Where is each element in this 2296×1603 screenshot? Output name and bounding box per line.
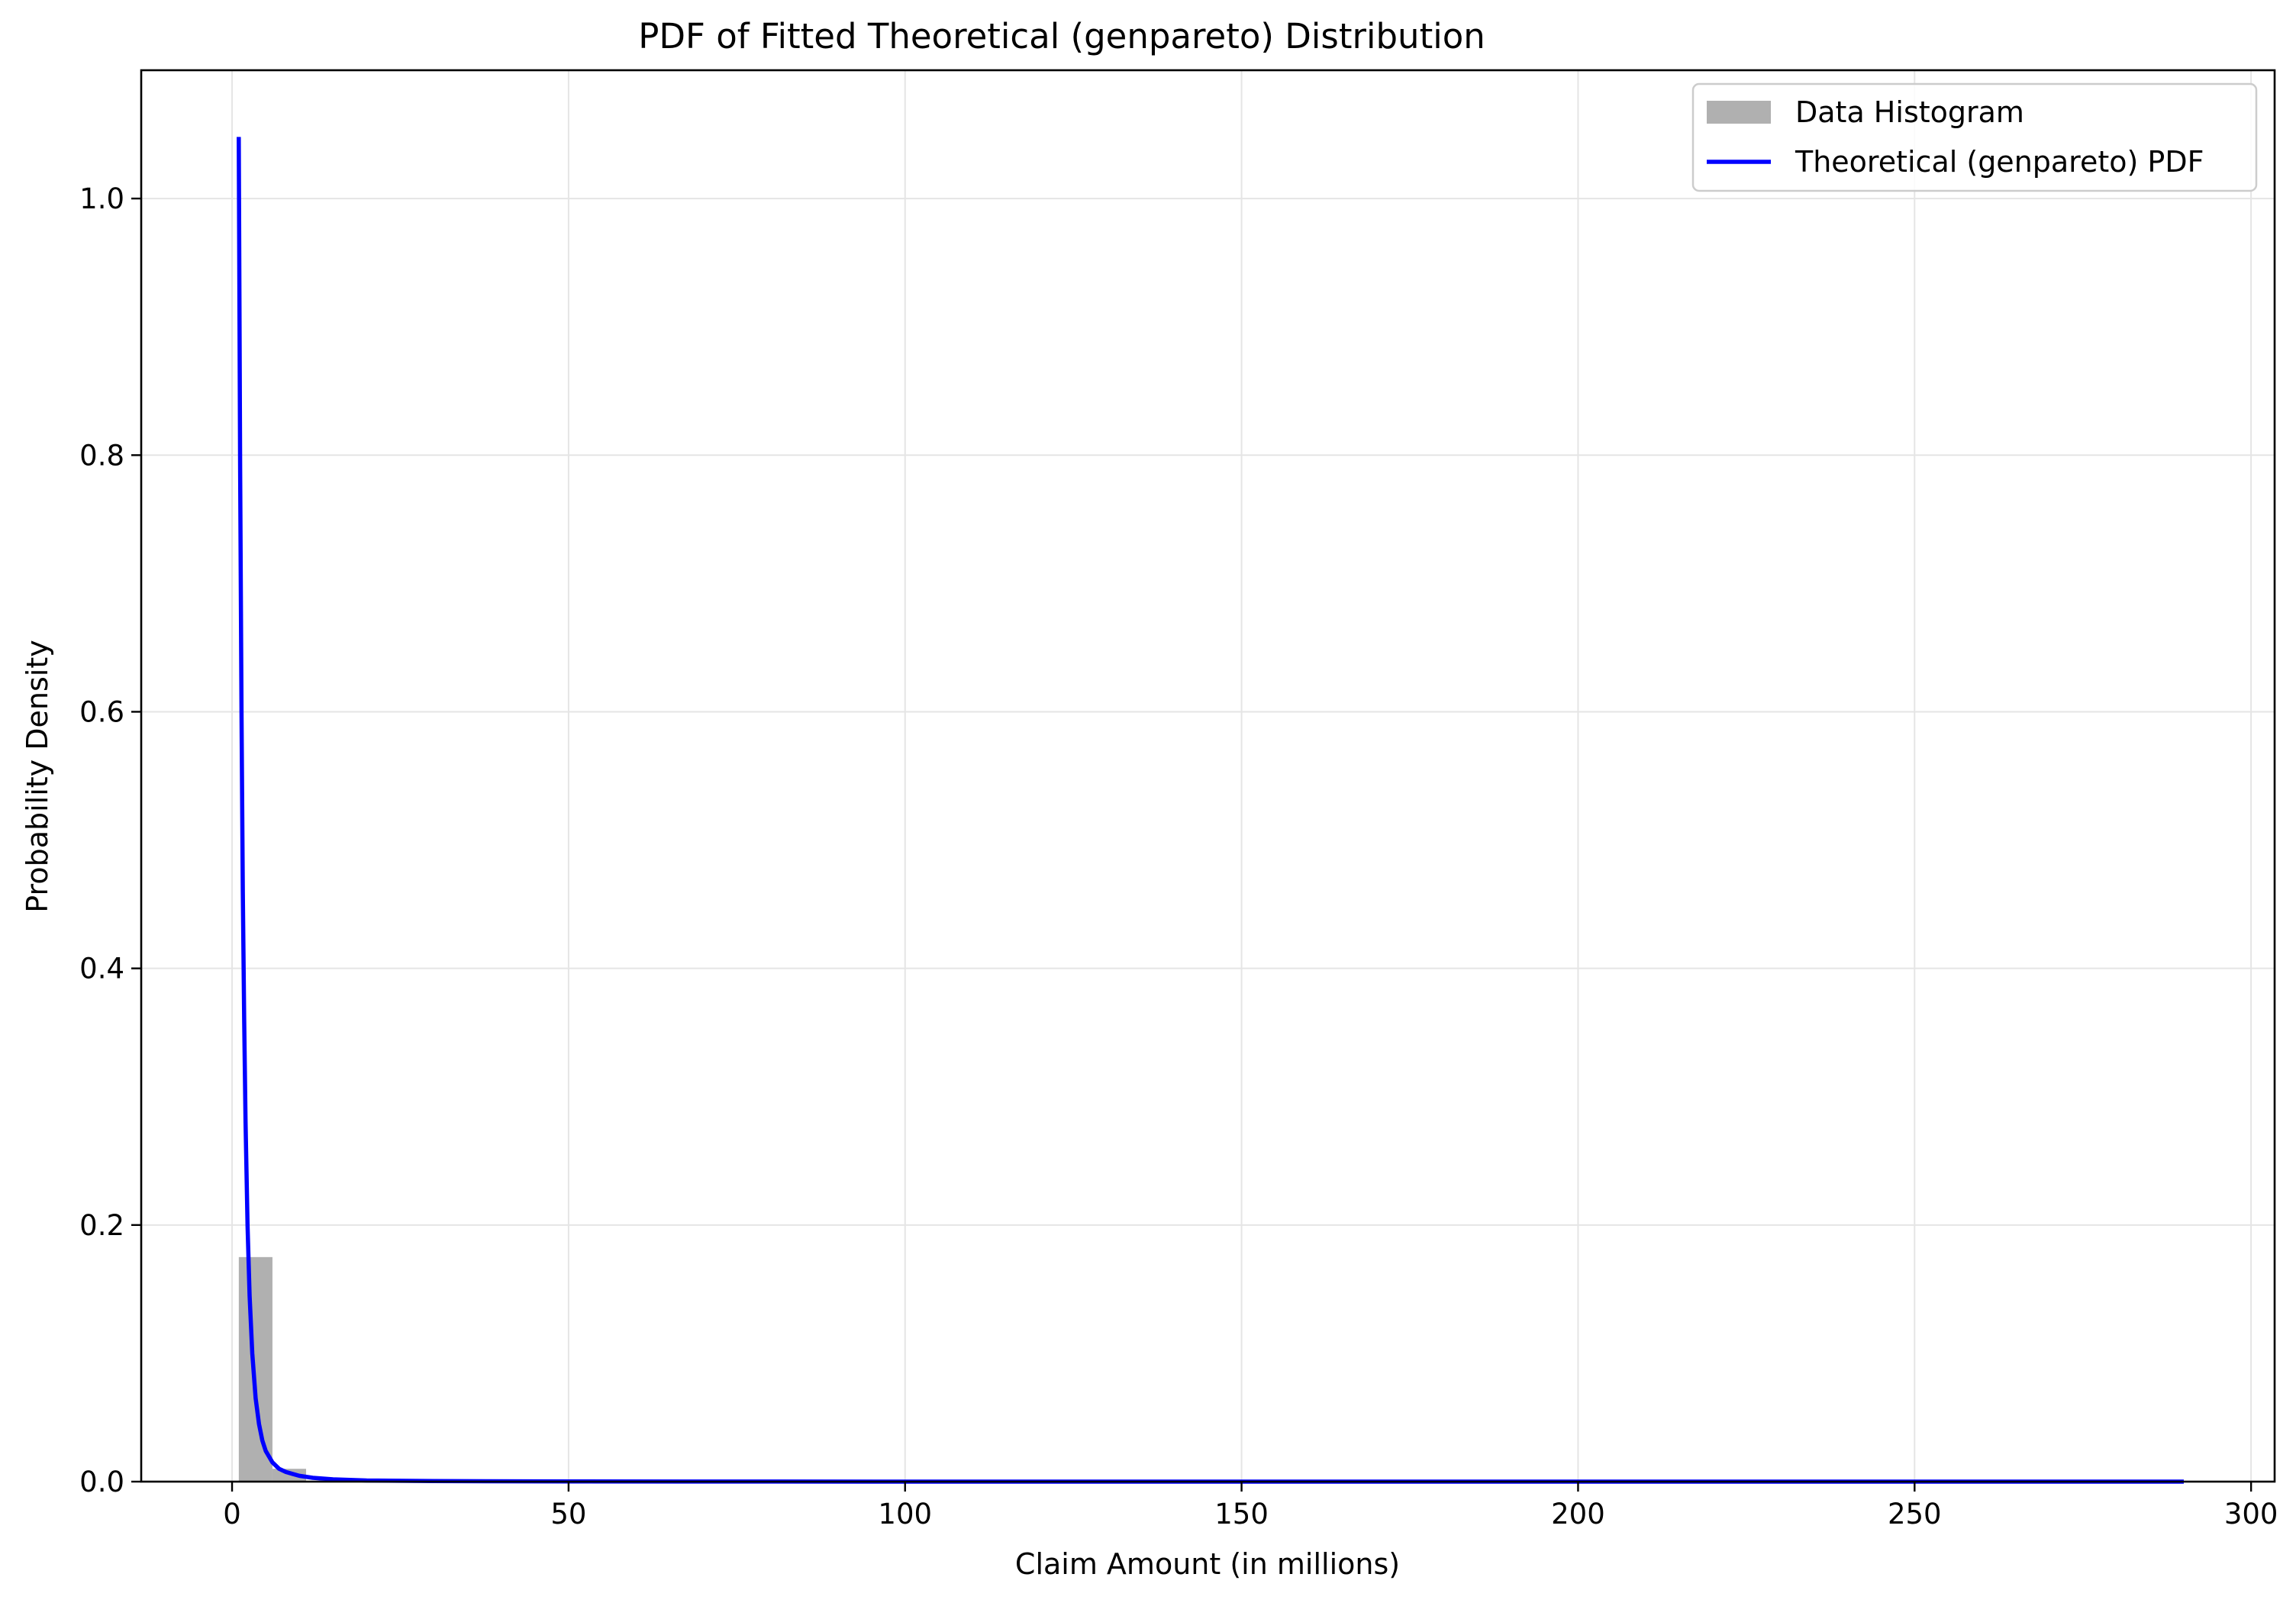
x-axis-ticks: 0 50 100 150 200 250 300 <box>223 1482 2278 1530</box>
x-tick-label: 200 <box>1551 1498 1605 1530</box>
y-tick-label: 0.6 <box>79 695 124 728</box>
legend-label-histogram: Data Histogram <box>1795 95 2024 129</box>
plot-area <box>141 70 2275 1482</box>
y-tick-label: 0.8 <box>79 439 124 472</box>
histogram-bars <box>238 1256 307 1482</box>
x-tick-label: 150 <box>1214 1498 1269 1530</box>
x-tick-label: 250 <box>1888 1498 1942 1530</box>
legend-frame <box>1691 82 2258 192</box>
y-axis-title: Probability Density <box>21 640 54 912</box>
y-tick-label: 1.0 <box>79 182 124 215</box>
y-axis-ticks: 0.0 0.2 0.4 0.6 0.8 1.0 <box>79 182 141 1498</box>
legend-label-pdf: Theoretical (genpareto) PDF <box>1795 145 2204 179</box>
chart-title: PDF of Fitted Theoretical (genpareto) Di… <box>638 16 1485 56</box>
x-axis-title: Claim Amount (in millions) <box>1015 1547 1400 1581</box>
y-tick-label: 0.4 <box>79 953 124 985</box>
histogram-bar <box>238 1256 272 1482</box>
histogram-bar <box>272 1469 307 1482</box>
x-tick-label: 100 <box>878 1498 932 1530</box>
x-tick-label: 50 <box>550 1498 586 1530</box>
x-tick-label: 0 <box>223 1498 241 1530</box>
y-tick-label: 0.0 <box>79 1466 124 1498</box>
legend-swatch-histogram <box>1707 101 1771 124</box>
y-tick-label: 0.2 <box>79 1209 124 1242</box>
x-tick-label: 300 <box>2224 1498 2278 1530</box>
legend: Data Histogram Theoretical (genpareto) P… <box>1691 82 2258 192</box>
plot-frame <box>140 69 2276 1483</box>
